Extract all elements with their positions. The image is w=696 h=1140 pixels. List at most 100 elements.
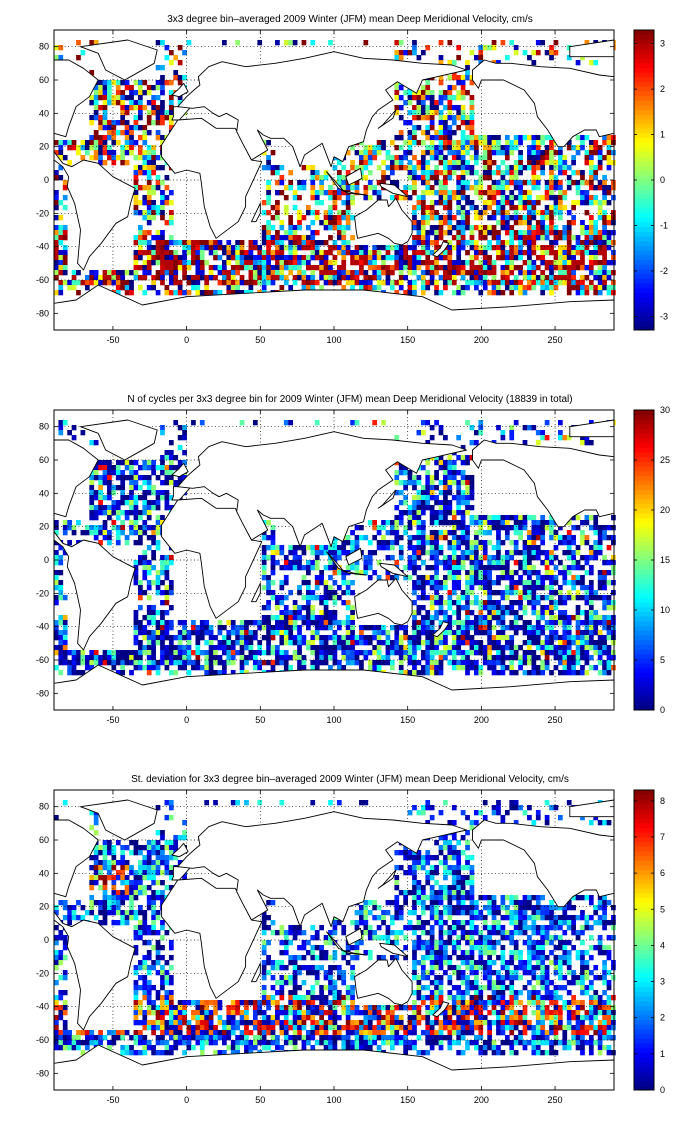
- bin-cell: [412, 625, 417, 631]
- colorbar-step: [634, 212, 654, 218]
- bin-cell: [549, 600, 554, 606]
- bin-cell: [168, 455, 174, 461]
- bin-cell: [527, 640, 532, 646]
- bin-cell: [487, 565, 492, 571]
- bin-cell: [571, 585, 576, 591]
- bin-cell: [359, 525, 364, 531]
- bin-cell: [522, 215, 528, 221]
- bin-cell: [160, 470, 165, 476]
- bin-cell: [531, 50, 537, 56]
- bin-cell: [566, 230, 572, 236]
- bin-cell: [54, 235, 59, 241]
- bin-cell: [584, 440, 590, 446]
- bin-cell: [142, 125, 148, 131]
- bin-cell: [288, 185, 294, 191]
- bin-cell: [482, 570, 488, 576]
- bin-cell: [513, 285, 519, 291]
- bin-cell: [482, 555, 488, 561]
- bin-cell: [420, 485, 426, 491]
- bin-cell: [518, 150, 523, 156]
- bin-cell: [465, 545, 470, 551]
- bin-cell: [58, 650, 64, 656]
- bin-cell: [168, 95, 174, 101]
- bin-cell: [111, 520, 117, 526]
- bin-cell: [420, 510, 426, 516]
- bin-cell: [129, 480, 134, 486]
- bin-cell: [261, 165, 267, 171]
- bin-cell: [407, 525, 413, 531]
- bin-cell: [478, 260, 484, 266]
- bin-cell: [518, 590, 523, 596]
- bin-cell: [558, 595, 563, 601]
- bin-cell: [244, 635, 249, 641]
- bin-cell: [465, 600, 470, 606]
- bin-cell: [62, 260, 68, 266]
- bin-cell: [257, 280, 263, 286]
- bin-cell: [447, 240, 453, 246]
- bin-cell: [151, 565, 156, 571]
- bin-cell: [168, 80, 174, 86]
- bin-cell: [376, 255, 382, 261]
- bin-cell: [575, 560, 581, 566]
- bin-cell: [129, 140, 134, 146]
- bin-cell: [478, 185, 484, 191]
- bin-cell: [102, 480, 108, 486]
- bin-cell: [527, 580, 532, 586]
- bin-cell: [283, 245, 289, 251]
- bin-cell: [509, 250, 515, 256]
- bin-cell: [487, 610, 492, 616]
- bin-cell: [76, 650, 81, 656]
- bin-cell: [451, 155, 457, 161]
- bin-cell: [549, 190, 554, 196]
- bin-cell: [62, 185, 68, 191]
- bin-cell: [451, 265, 457, 271]
- bin-cell: [76, 270, 81, 276]
- bin-cell: [478, 630, 484, 636]
- bin-cell: [443, 480, 448, 486]
- bin-cell: [124, 460, 130, 466]
- bin-cell: [62, 595, 68, 601]
- bin-cell: [173, 645, 179, 651]
- bin-cell: [469, 585, 475, 591]
- bin-cell: [372, 270, 378, 276]
- bin-cell: [522, 640, 528, 646]
- bin-cell: [553, 575, 559, 581]
- bin-cell: [438, 140, 444, 146]
- bin-cell: [107, 540, 112, 546]
- bin-cell: [456, 525, 462, 531]
- bin-cell: [341, 285, 347, 291]
- bin-cell: [588, 240, 594, 246]
- bin-cell: [54, 540, 59, 546]
- bin-cell: [544, 225, 550, 231]
- bin-cell: [580, 135, 585, 141]
- bin-cell: [390, 520, 395, 526]
- bin-cell: [566, 545, 572, 551]
- bin-cell: [588, 550, 594, 556]
- colorbar-step: [634, 133, 654, 139]
- bin-cell: [527, 575, 532, 581]
- bin-cell: [420, 605, 426, 611]
- bin-cell: [447, 195, 453, 201]
- bin-cell: [416, 545, 422, 551]
- bin-cell: [314, 560, 320, 566]
- bin-cell: [314, 250, 320, 256]
- bin-cell: [306, 205, 311, 211]
- bin-cell: [398, 280, 404, 286]
- bin-cell: [168, 240, 174, 246]
- bin-cell: [513, 255, 519, 261]
- bin-cell: [390, 555, 395, 561]
- bin-cell: [491, 275, 497, 281]
- bin-cell: [297, 270, 302, 276]
- bin-cell: [593, 645, 599, 651]
- bin-cell: [270, 225, 276, 231]
- bin-cell: [328, 635, 333, 641]
- bin-cell: [146, 545, 152, 551]
- bin-cell: [487, 135, 492, 141]
- bin-cell: [553, 545, 559, 551]
- bin-cell: [336, 550, 342, 556]
- bin-cell: [482, 645, 488, 651]
- bin-cell: [553, 195, 559, 201]
- bin-cell: [350, 645, 355, 651]
- bin-cell: [482, 265, 488, 271]
- bin-cell: [469, 80, 475, 86]
